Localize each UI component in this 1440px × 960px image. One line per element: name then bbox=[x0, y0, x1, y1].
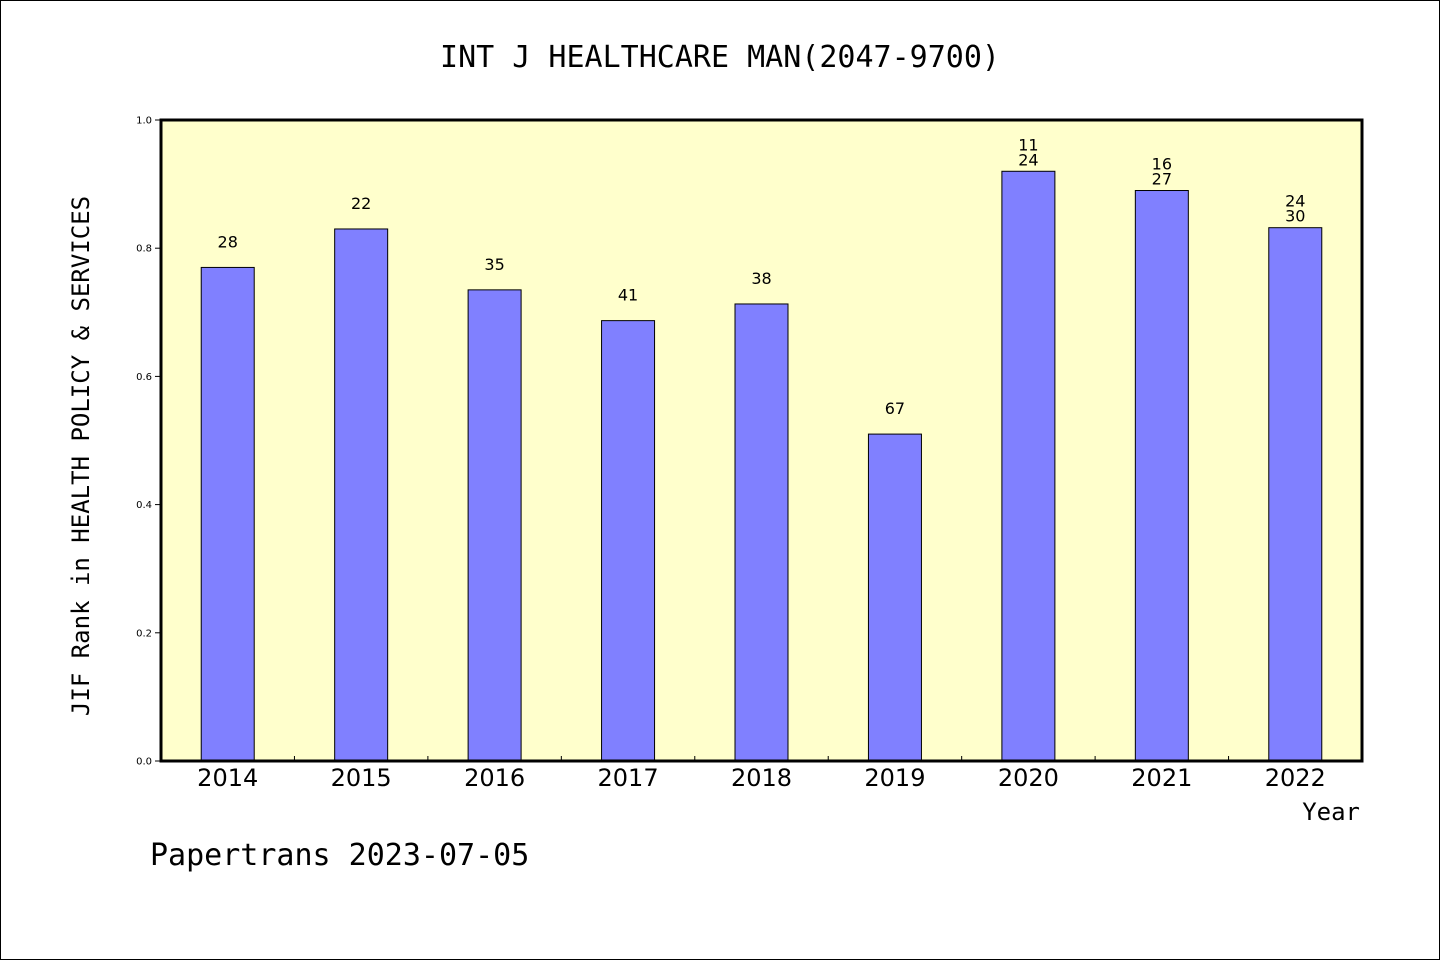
bar-data-label: 30 bbox=[1285, 207, 1305, 226]
y-tick-label: 0.8 bbox=[136, 244, 152, 255]
bar-data-label: 38 bbox=[751, 269, 771, 288]
bar-data-label: 22 bbox=[351, 194, 371, 213]
bar-data-label: 35 bbox=[484, 255, 504, 274]
footer-source-date: Papertrans 2023-07-05 bbox=[150, 838, 529, 873]
y-axis: 0.0 0.2 0.4 0.6 0.8 1.0 bbox=[136, 116, 161, 768]
x-tick-label: 2018 bbox=[731, 764, 792, 792]
bar-data-label: 24 bbox=[1018, 150, 1038, 169]
y-tick-label: 1.0 bbox=[136, 116, 152, 127]
bar-2021 bbox=[1134, 190, 1189, 762]
bar-2016 bbox=[467, 289, 522, 762]
y-tick-label: 0.4 bbox=[136, 500, 152, 511]
bar-2017 bbox=[601, 320, 656, 762]
x-tick-label: 2021 bbox=[1131, 764, 1192, 792]
bar-2018 bbox=[734, 303, 789, 762]
x-axis-label: Year bbox=[1302, 798, 1360, 826]
x-tick-label: 2016 bbox=[464, 764, 525, 792]
y-axis-label: JIF Rank in HEALTH POLICY & SERVICES bbox=[67, 196, 95, 716]
bar-2015 bbox=[334, 228, 389, 762]
x-tick-label: 2020 bbox=[998, 764, 1059, 792]
x-axis: 2014 2015 2016 2017 2018 2019 2020 2021 2022 bbox=[197, 756, 1326, 792]
bar-2019 bbox=[867, 433, 922, 762]
bar-data-label: 16 bbox=[1152, 155, 1172, 174]
bar-2014 bbox=[200, 266, 255, 762]
bar-2020 bbox=[1001, 170, 1056, 762]
bar-data-label: 27 bbox=[1152, 170, 1172, 189]
bar-data-label: 24 bbox=[1285, 192, 1305, 211]
y-tick-label: 0.2 bbox=[136, 628, 152, 639]
chart-title: INT J HEALTHCARE MAN(2047-9700) bbox=[440, 40, 1000, 75]
x-tick-label: 2015 bbox=[331, 764, 392, 792]
x-tick-label: 2014 bbox=[197, 764, 258, 792]
x-tick-label: 2017 bbox=[598, 764, 659, 792]
bar-data-label: 41 bbox=[618, 286, 638, 305]
bar-data-label: 11 bbox=[1018, 135, 1038, 154]
x-tick-label: 2022 bbox=[1265, 764, 1326, 792]
y-tick-label: 0.6 bbox=[136, 372, 152, 383]
plot-frame bbox=[159, 118, 1364, 763]
bar-data-label: 67 bbox=[885, 399, 905, 418]
bar-data-label: 28 bbox=[218, 232, 238, 251]
y-tick-label: 0.0 bbox=[136, 757, 152, 768]
x-tick-label: 2019 bbox=[864, 764, 925, 792]
bar-2022 bbox=[1268, 227, 1323, 762]
bar-series bbox=[200, 170, 1323, 762]
